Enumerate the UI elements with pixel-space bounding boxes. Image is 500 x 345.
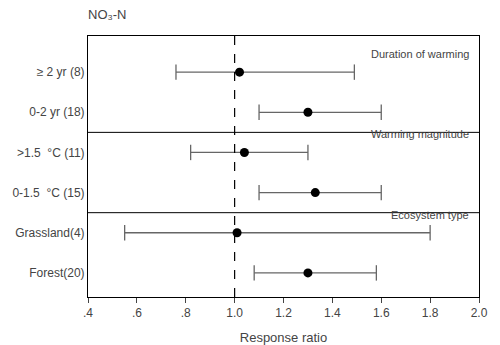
svg-text:.6: .6 [132, 306, 142, 320]
svg-text:Response ratio: Response ratio [240, 330, 327, 345]
svg-text:0-1.5 °C (15): 0-1.5 °C (15) [12, 186, 84, 200]
svg-text:Duration of warming: Duration of warming [371, 48, 469, 60]
svg-text:1.2: 1.2 [275, 306, 292, 320]
svg-text:1.0: 1.0 [226, 306, 243, 320]
svg-text:Grassland(4): Grassland(4) [15, 226, 84, 240]
svg-text:.8: .8 [181, 306, 191, 320]
svg-text:NO₃-N: NO₃-N [88, 7, 127, 22]
svg-text:≥ 2 yr (8): ≥ 2 yr (8) [37, 65, 85, 79]
svg-text:>1.5 °C (11): >1.5 °C (11) [17, 146, 85, 160]
svg-text:1.8: 1.8 [422, 306, 439, 320]
svg-text:0-2 yr (18): 0-2 yr (18) [29, 105, 84, 119]
svg-text:Forest(20): Forest(20) [29, 266, 84, 280]
svg-text:Warming magnitude: Warming magnitude [371, 128, 469, 140]
svg-text:.4: .4 [83, 306, 93, 320]
svg-text:1.4: 1.4 [324, 306, 341, 320]
svg-text:2.0: 2.0 [471, 306, 488, 320]
svg-text:Ecosystem type: Ecosystem type [391, 209, 469, 221]
svg-text:1.6: 1.6 [373, 306, 390, 320]
